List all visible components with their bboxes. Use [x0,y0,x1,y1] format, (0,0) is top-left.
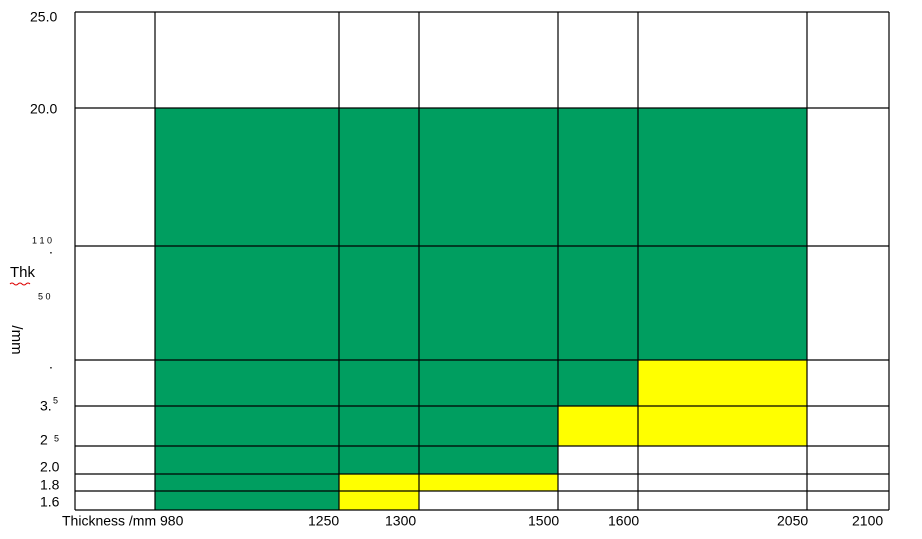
x-label: 1600 [608,513,639,529]
cell [339,108,419,474]
y-label: 1 1 0 [32,235,52,245]
cell [155,108,339,510]
x-label: 2050 [777,513,808,529]
cells [155,108,807,510]
x-label: 1500 [528,513,559,529]
y-label: 20.0 [30,101,57,117]
grid [74,11,890,511]
cell [638,360,807,446]
y-label: 2.0 [40,459,60,475]
y-label: 5 [54,433,59,443]
x-label: 1300 [385,513,416,529]
axis-unit: /mm [8,325,25,354]
cell [419,108,558,474]
y-label: . [49,356,53,372]
y-label: 1.6 [40,494,60,510]
y-label: 3. [40,398,52,414]
y-label: 2 [40,432,48,448]
y-label: 5 0 [38,291,51,301]
spell-underline [9,282,31,286]
x-label: Thickness /mm 980 [62,513,184,529]
cell [558,406,638,446]
x-label: 1250 [308,513,339,529]
cell [339,474,419,510]
x-labels: Thickness /mm 980 1250 1300 1500 1600 20… [62,513,883,529]
axis-title: Thk [10,264,36,281]
cell [558,108,638,406]
cell [419,474,558,491]
y-label: 1.8 [40,477,60,493]
y-label: 5 [53,395,58,405]
cell [638,108,807,360]
y-label: 25.0 [30,9,57,25]
x-label: 2100 [852,513,883,529]
y-labels: 25.0 20.0 1 1 0 . Thk 5 0 /mm . 3. 5 2 5… [8,9,60,510]
y-label: . [49,241,53,257]
